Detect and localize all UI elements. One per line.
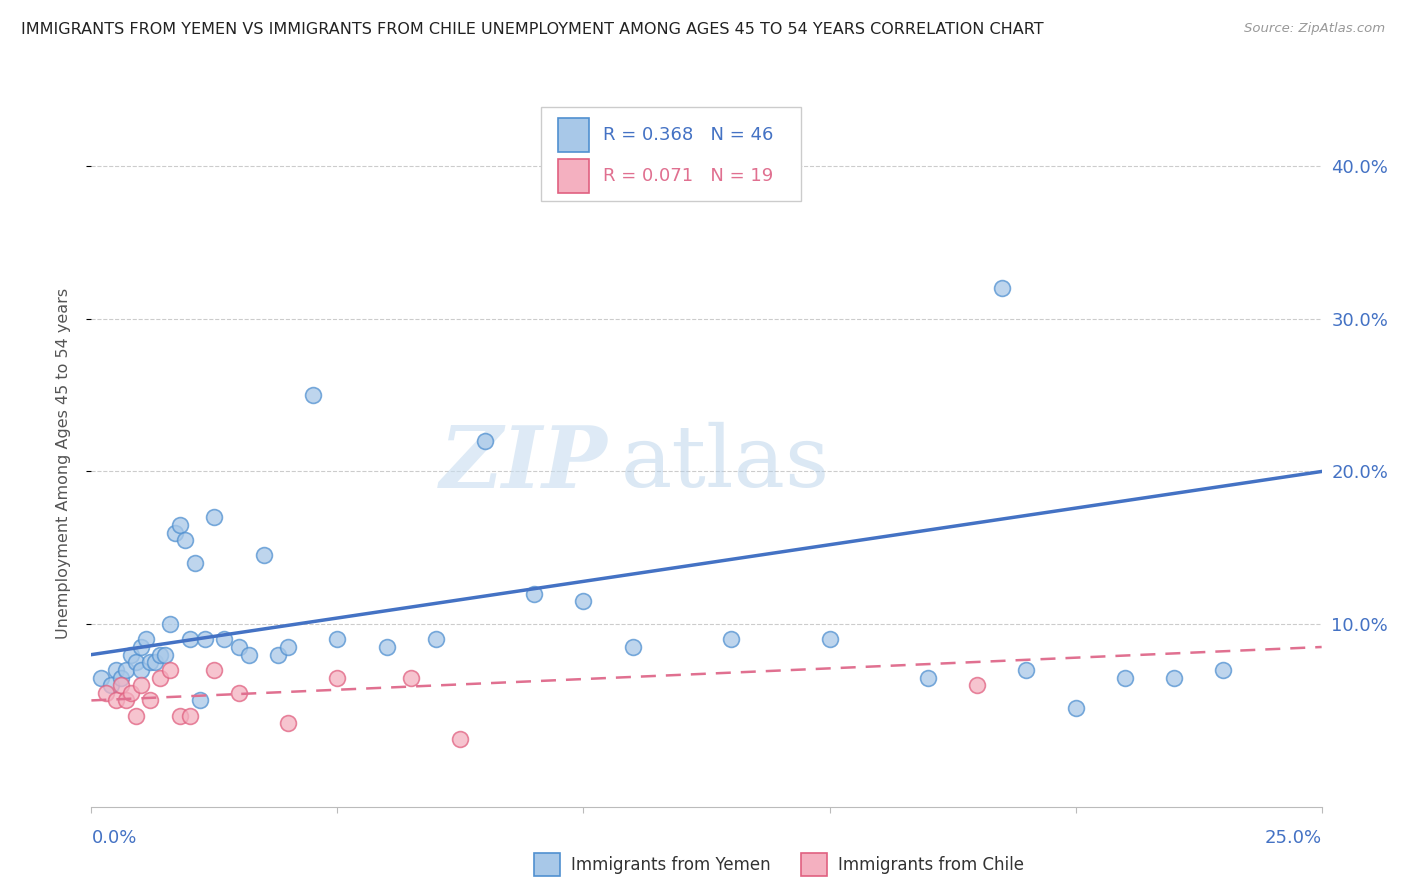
Text: Immigrants from Chile: Immigrants from Chile bbox=[838, 855, 1024, 873]
Point bbox=[228, 686, 250, 700]
Text: atlas: atlas bbox=[620, 422, 830, 506]
Point bbox=[425, 632, 447, 647]
Point bbox=[139, 655, 162, 669]
Text: ZIP: ZIP bbox=[440, 422, 607, 506]
Point bbox=[149, 648, 172, 662]
Point bbox=[96, 686, 117, 700]
Point bbox=[188, 693, 211, 707]
Point bbox=[174, 533, 197, 548]
Point bbox=[277, 716, 299, 731]
Point bbox=[1212, 663, 1234, 677]
Point bbox=[183, 556, 207, 570]
Point bbox=[523, 586, 546, 600]
Point bbox=[202, 663, 225, 677]
Point bbox=[129, 663, 152, 677]
Point bbox=[277, 640, 299, 654]
Point bbox=[212, 632, 235, 647]
Point bbox=[129, 640, 152, 654]
Point bbox=[238, 648, 260, 662]
Point bbox=[135, 632, 156, 647]
Point bbox=[917, 671, 939, 685]
Point bbox=[145, 655, 166, 669]
Point bbox=[159, 617, 181, 632]
Point bbox=[720, 632, 742, 647]
Point bbox=[105, 663, 127, 677]
Point bbox=[966, 678, 988, 692]
Point bbox=[159, 663, 181, 677]
Text: 0.0%: 0.0% bbox=[91, 829, 136, 847]
Point bbox=[818, 632, 841, 647]
Point bbox=[301, 388, 323, 402]
Point bbox=[149, 671, 172, 685]
Point bbox=[449, 731, 471, 746]
Point bbox=[228, 640, 250, 654]
Point bbox=[474, 434, 496, 448]
Point bbox=[110, 671, 132, 685]
Point bbox=[253, 549, 276, 563]
Text: 25.0%: 25.0% bbox=[1264, 829, 1322, 847]
Point bbox=[124, 708, 146, 723]
Point bbox=[193, 632, 217, 647]
Point bbox=[114, 693, 138, 707]
Y-axis label: Unemployment Among Ages 45 to 54 years: Unemployment Among Ages 45 to 54 years bbox=[56, 288, 70, 640]
Point bbox=[169, 517, 191, 532]
Point bbox=[105, 693, 127, 707]
Point bbox=[163, 525, 186, 540]
Point bbox=[90, 671, 112, 685]
Point bbox=[1114, 671, 1136, 685]
Point bbox=[114, 663, 138, 677]
Point bbox=[120, 648, 142, 662]
Point bbox=[572, 594, 595, 608]
Point bbox=[100, 678, 122, 692]
Point bbox=[202, 510, 225, 524]
Point bbox=[179, 632, 201, 647]
Point bbox=[326, 671, 349, 685]
Point bbox=[179, 708, 201, 723]
Point bbox=[124, 655, 146, 669]
Text: IMMIGRANTS FROM YEMEN VS IMMIGRANTS FROM CHILE UNEMPLOYMENT AMONG AGES 45 TO 54 : IMMIGRANTS FROM YEMEN VS IMMIGRANTS FROM… bbox=[21, 22, 1043, 37]
Point bbox=[1064, 701, 1087, 715]
Point bbox=[990, 281, 1012, 295]
Point bbox=[375, 640, 398, 654]
Text: Source: ZipAtlas.com: Source: ZipAtlas.com bbox=[1244, 22, 1385, 36]
Text: Immigrants from Yemen: Immigrants from Yemen bbox=[571, 855, 770, 873]
Point bbox=[1015, 663, 1038, 677]
Point bbox=[267, 648, 290, 662]
Point bbox=[139, 693, 162, 707]
Text: R = 0.071   N = 19: R = 0.071 N = 19 bbox=[603, 167, 773, 185]
Point bbox=[169, 708, 191, 723]
Text: R = 0.368   N = 46: R = 0.368 N = 46 bbox=[603, 126, 773, 144]
Point bbox=[1163, 671, 1185, 685]
Point bbox=[110, 678, 132, 692]
Point bbox=[129, 678, 152, 692]
Point bbox=[120, 686, 142, 700]
Point bbox=[153, 648, 177, 662]
Point bbox=[621, 640, 644, 654]
Point bbox=[326, 632, 349, 647]
Point bbox=[399, 671, 422, 685]
